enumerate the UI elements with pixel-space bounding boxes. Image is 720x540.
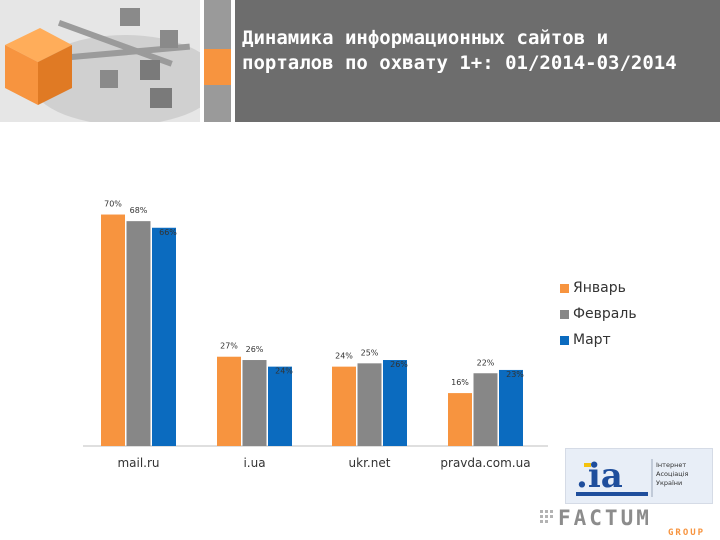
value-label-ukr-net-s1: 25%: [361, 348, 379, 357]
header-accent-orange: [204, 49, 231, 85]
legend-swatch-jan: [560, 283, 569, 293]
bar-chart: 70% 68% 66% 27% 26% 24% 24% 25% 26% 16% 22% 23% mai…: [83, 200, 548, 470]
legend-label-mar: Март: [573, 332, 611, 348]
bars-group: [101, 214, 523, 446]
bar-mail-ru-s2: [152, 227, 176, 446]
factum-logo: FACTUM GROUP: [540, 504, 715, 538]
factum-logo-subtext: GROUP: [668, 528, 705, 536]
header-accent-gray-bottom: [204, 85, 231, 122]
value-label-pravda-com-ua-s1: 22%: [477, 358, 495, 367]
legend-label-feb: Февраль: [573, 306, 637, 322]
ia-logo-yellow-accent: [584, 463, 591, 467]
category-label-i-ua: i.ua: [243, 456, 265, 470]
legend-swatch-mar: [560, 335, 569, 345]
factum-logo-graphic: FACTUM GROUP: [540, 506, 705, 538]
page-title: Динамика информационных сайтов и портало…: [242, 27, 677, 74]
value-label-ukr-net-s2: 26%: [390, 360, 408, 369]
value-label-i-ua-s2: 24%: [275, 367, 293, 376]
bar-i-ua-s2: [268, 366, 292, 446]
value-label-mail-ru-s2: 66%: [159, 228, 177, 237]
category-label-mail-ru: mail.ru: [117, 456, 159, 470]
ia-logo: .ia Інтернет Асоціація України: [565, 448, 713, 504]
chart-legend: Январь Февраль Март: [560, 275, 637, 353]
cube-network-illustration: [5, 8, 200, 122]
factum-logo-text: FACTUM: [558, 506, 652, 530]
factum-logo-dots: [540, 510, 553, 523]
bar-pravda-com-ua-s2: [499, 369, 523, 446]
legend-item-mar: Март: [560, 327, 637, 353]
legend-swatch-feb: [560, 309, 569, 319]
bar-ukr-net-s1: [357, 363, 382, 446]
category-labels-group: mail.ru i.ua ukr.net pravda.com.ua: [117, 456, 530, 470]
bar-i-ua-s1: [242, 360, 267, 446]
header-title-background: [235, 0, 720, 122]
value-label-i-ua-s0: 27%: [220, 342, 238, 351]
bar-ukr-net-s0: [332, 366, 356, 446]
bar-i-ua-s0: [217, 356, 241, 446]
bar-pravda-com-ua-s1: [473, 373, 498, 446]
value-label-mail-ru-s1: 68%: [130, 206, 148, 215]
category-label-pravda-com-ua: pravda.com.ua: [440, 456, 530, 470]
ia-logo-underline: [576, 492, 648, 496]
legend-label-jan: Январь: [573, 280, 626, 296]
bar-mail-ru-s0: [101, 214, 125, 446]
header-image: [0, 0, 200, 122]
header-divider: [200, 0, 204, 122]
ia-logo-caption: Інтернет Асоціація України: [656, 461, 689, 487]
value-label-pravda-com-ua-s2: 23%: [506, 370, 524, 379]
value-labels-group: 70% 68% 66% 27% 26% 24% 24% 25% 26% 16% 22% 23%: [104, 200, 524, 388]
value-label-pravda-com-ua-s0: 16%: [451, 378, 469, 387]
category-label-ukr-net: ukr.net: [349, 456, 391, 470]
legend-item-jan: Январь: [560, 275, 637, 301]
ia-logo-graphic: .ia Інтернет Асоціація України: [576, 456, 689, 497]
ia-logo-text: .ia: [576, 456, 623, 496]
value-label-mail-ru-s0: 70%: [104, 200, 122, 209]
bar-mail-ru-s1: [126, 221, 151, 446]
value-label-i-ua-s1: 26%: [246, 345, 264, 354]
legend-item-feb: Февраль: [560, 301, 637, 327]
bar-pravda-com-ua-s0: [448, 393, 472, 446]
bar-ukr-net-s2: [383, 360, 407, 446]
value-label-ukr-net-s0: 24%: [335, 352, 353, 361]
header-accent-gray-top: [204, 0, 231, 49]
